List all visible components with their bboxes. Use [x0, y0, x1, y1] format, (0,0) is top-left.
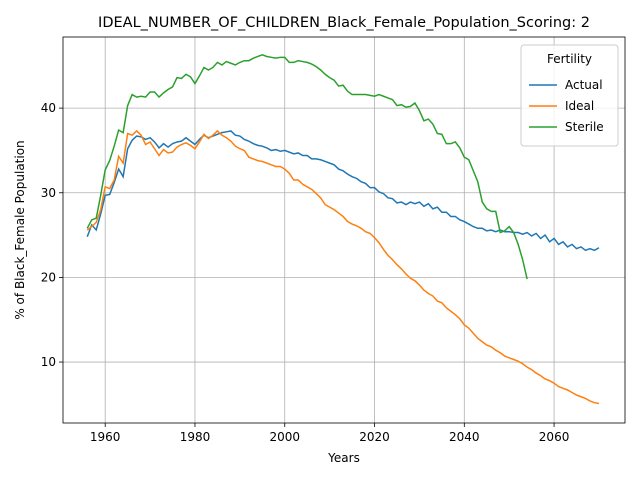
y-tick-label: 20 — [41, 270, 56, 284]
x-tick-label: 2000 — [269, 430, 300, 444]
data-line — [86, 129, 600, 405]
legend-label: Actual — [565, 78, 603, 92]
x-axis-label: Years — [327, 451, 360, 465]
chart-title: IDEAL_NUMBER_OF_CHILDREN_Black_Female_Po… — [98, 15, 590, 31]
y-tick-label: 30 — [41, 186, 56, 200]
legend-label: Sterile — [565, 120, 604, 134]
x-tick-label: 1980 — [180, 430, 211, 444]
data-line — [86, 130, 600, 252]
y-tick-label: 40 — [41, 101, 56, 115]
plot-frame — [62, 36, 626, 424]
x-tick-label: 2020 — [359, 430, 390, 444]
data-line — [86, 53, 528, 280]
y-tick-label: 10 — [41, 355, 56, 369]
x-tick-label: 1960 — [90, 430, 121, 444]
y-axis-label: % of Black_Female Population — [13, 140, 27, 319]
legend-title: Fertility — [547, 52, 592, 66]
legend-label: Ideal — [565, 99, 594, 113]
legend-box — [520, 44, 619, 147]
x-tick-label: 2060 — [539, 430, 570, 444]
x-tick-label: 2040 — [449, 430, 480, 444]
